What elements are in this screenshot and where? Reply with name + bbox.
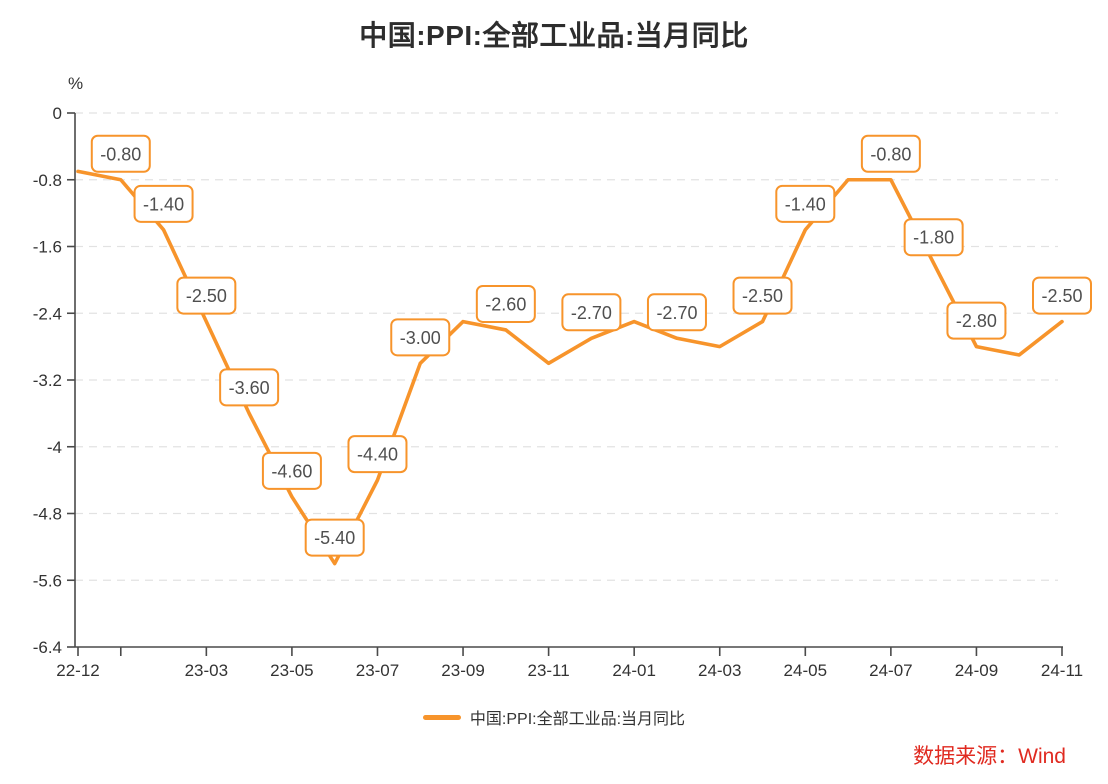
x-tick-label: 24-03 xyxy=(698,661,741,680)
x-tick-label: 24-11 xyxy=(1041,661,1083,680)
point-label-value: -3.60 xyxy=(229,378,270,398)
point-label-box xyxy=(390,318,451,357)
point-label-value: -2.50 xyxy=(1041,286,1082,306)
point-label-value: -5.40 xyxy=(314,528,355,548)
point-label-value: -1.40 xyxy=(785,194,826,214)
x-tick-label: 24-07 xyxy=(869,661,912,680)
point-label-box xyxy=(261,451,322,490)
point-label-box xyxy=(860,134,921,173)
point-label-box xyxy=(304,518,365,557)
point-label-box xyxy=(561,293,622,332)
point-label-box xyxy=(903,218,964,257)
point-label-box xyxy=(176,276,237,315)
point-label-value: -1.80 xyxy=(913,228,954,248)
y-tick-label: -4.8 xyxy=(33,505,62,524)
point-label-value: -4.60 xyxy=(271,461,312,481)
point-label-box xyxy=(1032,276,1092,315)
point-label-box xyxy=(646,293,707,332)
y-tick-label: -0.8 xyxy=(33,171,62,190)
x-tick-label: 23-09 xyxy=(441,661,484,680)
point-label-box xyxy=(946,301,1007,340)
point-label-box xyxy=(219,368,280,407)
x-tick-label: 23-07 xyxy=(356,661,399,680)
chart-title: 中国:PPI:全部工业品:当月同比 xyxy=(359,20,749,51)
x-tick-label: 24-05 xyxy=(784,661,827,680)
point-label-box xyxy=(732,276,793,315)
x-tick-label: 24-09 xyxy=(955,661,998,680)
point-label-value: -2.50 xyxy=(186,286,227,306)
y-tick-label: 0 xyxy=(53,104,62,123)
point-label-box xyxy=(133,184,194,223)
y-tick-label: -2.4 xyxy=(33,304,62,323)
point-label-value: -2.70 xyxy=(571,303,612,323)
y-tick-label: -4 xyxy=(47,438,62,457)
x-tick-label: 23-03 xyxy=(185,661,228,680)
point-label-value: -3.00 xyxy=(400,328,441,348)
point-label-value: -0.80 xyxy=(870,144,911,164)
point-label-value: -2.70 xyxy=(656,303,697,323)
data-source-label: 数据来源：Wind xyxy=(913,745,1066,768)
y-tick-label: -1.6 xyxy=(33,238,62,257)
x-tick-label: 22-12 xyxy=(56,661,99,680)
y-tick-label: -6.4 xyxy=(33,638,62,657)
point-label-box xyxy=(775,184,836,223)
point-label-value: -4.40 xyxy=(357,445,398,465)
point-label-value: -2.60 xyxy=(485,294,526,314)
y-axis-unit-label: % xyxy=(68,74,84,93)
point-label-box xyxy=(475,284,536,323)
x-tick-label: 23-11 xyxy=(527,661,569,680)
point-label-box xyxy=(90,134,151,173)
x-tick-label: 23-05 xyxy=(270,661,313,680)
x-tick-label: 24-01 xyxy=(612,661,655,680)
legend-label: 中国:PPI:全部工业品:当月同比 xyxy=(469,711,686,728)
legend-line-swatch xyxy=(422,714,461,720)
point-label-value: -2.50 xyxy=(742,286,783,306)
legend: 中国:PPI:全部工业品:当月同比 xyxy=(0,705,1108,729)
y-tick-label: -3.2 xyxy=(33,371,62,390)
point-label-value: -0.80 xyxy=(100,144,141,164)
y-tick-label: -5.6 xyxy=(33,571,62,590)
point-label-value: -2.80 xyxy=(956,311,997,331)
point-label-box xyxy=(347,435,408,474)
point-label-value: -1.40 xyxy=(143,194,184,214)
